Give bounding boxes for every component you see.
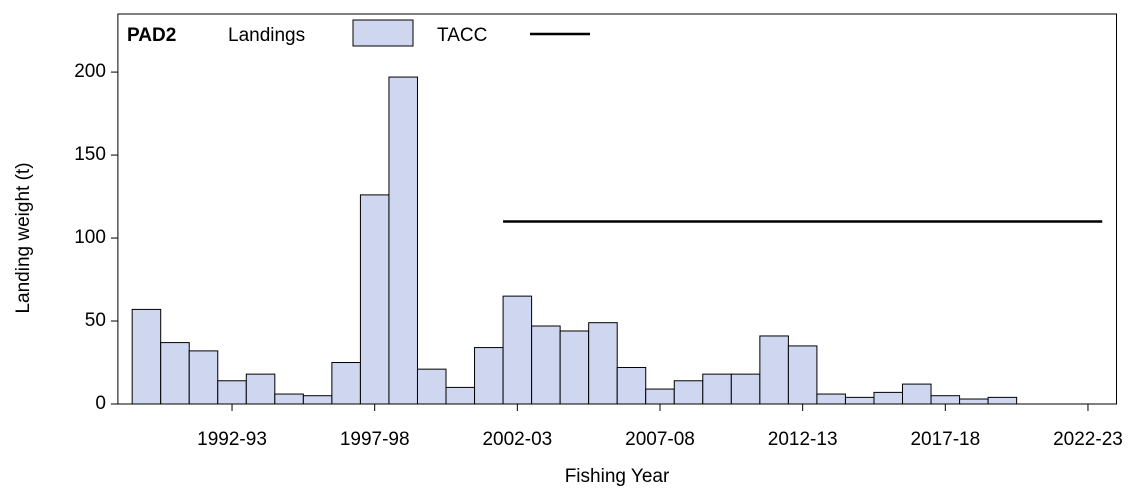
y-tick-label: 50 bbox=[85, 310, 106, 331]
y-tick-label: 200 bbox=[74, 61, 106, 82]
bar bbox=[245, 373, 276, 405]
y-tick-label: 0 bbox=[95, 393, 106, 414]
bar bbox=[730, 373, 761, 405]
bar bbox=[274, 393, 304, 405]
bar bbox=[959, 398, 989, 405]
legend-title: PAD2 bbox=[127, 25, 176, 46]
bar bbox=[902, 383, 932, 405]
bar bbox=[502, 295, 533, 405]
x-axis-label: Fishing Year bbox=[565, 466, 670, 487]
bar bbox=[559, 330, 590, 405]
bar bbox=[188, 350, 219, 405]
legend-swatch bbox=[352, 19, 414, 47]
plot-frame bbox=[117, 13, 1117, 405]
x-tick-label: 2022-23 bbox=[1053, 429, 1123, 450]
bar bbox=[816, 393, 846, 405]
bar bbox=[302, 395, 333, 405]
y-tick-label: 100 bbox=[74, 227, 106, 248]
bar bbox=[987, 396, 1018, 405]
x-tick-label: 1997-98 bbox=[340, 429, 410, 450]
y-tick-label: 150 bbox=[74, 144, 106, 165]
bar bbox=[531, 325, 561, 405]
x-tick-label: 2017-18 bbox=[910, 429, 980, 450]
bar bbox=[645, 388, 675, 405]
bar bbox=[616, 366, 647, 405]
bar bbox=[217, 380, 247, 405]
bar bbox=[787, 345, 818, 405]
bar bbox=[673, 380, 704, 405]
bar bbox=[131, 308, 162, 405]
x-tick-label: 2012-13 bbox=[768, 429, 838, 450]
bar bbox=[844, 396, 875, 405]
bar bbox=[445, 386, 476, 405]
x-tick-label: 1992-93 bbox=[197, 429, 267, 450]
legend-label: TACC bbox=[437, 25, 487, 46]
x-tick-label: 2007-08 bbox=[625, 429, 695, 450]
bar bbox=[702, 373, 732, 405]
bar bbox=[930, 395, 961, 405]
bar bbox=[160, 342, 190, 405]
legend-label: Landings bbox=[228, 25, 305, 46]
bar bbox=[416, 368, 447, 405]
bar bbox=[873, 391, 904, 405]
bar bbox=[331, 362, 361, 405]
bar bbox=[759, 335, 789, 405]
y-axis-label: Landing weight (t) bbox=[13, 162, 34, 313]
x-tick-label: 2002-03 bbox=[482, 429, 552, 450]
bar bbox=[359, 194, 390, 405]
bar bbox=[588, 322, 618, 405]
bar bbox=[388, 76, 418, 405]
bar bbox=[474, 347, 504, 405]
